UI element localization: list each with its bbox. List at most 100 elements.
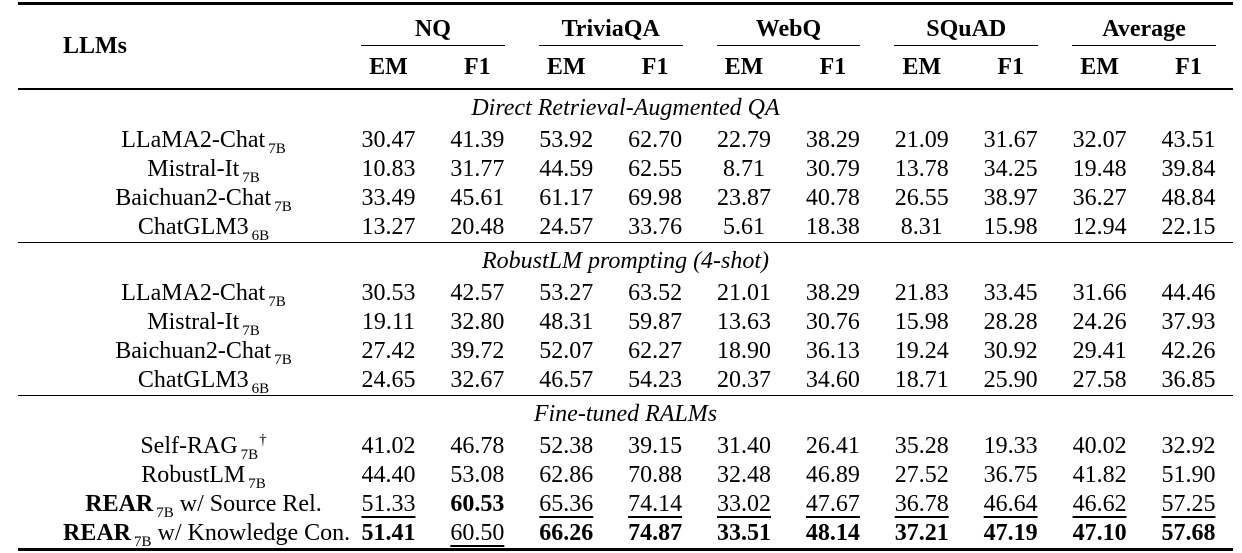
metric-value: 44.40	[361, 461, 416, 488]
model-name: ChatGLM3	[137, 366, 249, 393]
metric-value: 60.53	[450, 490, 505, 517]
metric-value-cell: 39.72	[433, 337, 522, 366]
metric-value-cell: 15.98	[877, 308, 966, 337]
metric-value: 39.15	[628, 432, 683, 459]
model-name: LLaMA2-Chat	[121, 279, 266, 306]
metric-value: 36.13	[805, 337, 860, 364]
model-name-cell: ChatGLM3 6B	[18, 213, 344, 243]
metric-value: 30.53	[361, 279, 416, 306]
model-name: ChatGLM3	[137, 213, 249, 240]
metric-value-cell: 38.29	[788, 126, 877, 155]
metric-value-cell: 32.07	[1055, 126, 1144, 155]
model-name: REAR	[85, 490, 154, 517]
model-name: REAR	[63, 519, 132, 546]
metric-value-cell: 41.02	[344, 432, 433, 461]
metric-value: 32.48	[717, 461, 771, 488]
metric-value-cell: 30.53	[344, 279, 433, 308]
metric-value: 69.98	[628, 184, 683, 211]
metric-value-cell: 60.50	[433, 519, 522, 550]
model-name-cell: ChatGLM3 6B	[18, 366, 344, 396]
table-row: Baichuan2-Chat 7B 33.49 45.61 61.17 69.98 23.8…	[18, 184, 1233, 214]
metric-value: 46.64	[983, 490, 1038, 517]
metric-value: 23.87	[717, 184, 771, 211]
metric-value: 65.36	[539, 490, 594, 517]
metric-value-cell: 45.61	[433, 184, 522, 213]
metric-value: 33.02	[717, 490, 771, 517]
metric-value-cell: 20.48	[433, 213, 522, 243]
metric-value-cell: 19.11	[344, 308, 433, 337]
metric-value-cell: 44.46	[1144, 279, 1233, 308]
metric-value: 39.72	[450, 337, 505, 364]
model-size-subscript: 7B	[242, 322, 260, 339]
metric-value: 13.63	[717, 308, 771, 335]
table-section: Fine-tuned RALMs Self-RAG 7B† 41.02 46.78 52.…	[18, 395, 1233, 550]
metric-value-cell: 52.07	[522, 337, 611, 366]
metric-value: 26.41	[805, 432, 860, 459]
metric-value: 15.98	[983, 213, 1038, 240]
metric-value: 27.58	[1072, 366, 1127, 393]
metric-value-cell: 8.71	[700, 155, 789, 184]
metric-value: 28.28	[983, 308, 1038, 335]
metric-value: 63.52	[628, 279, 683, 306]
metric-value-cell: 22.79	[700, 126, 789, 155]
metric-value-cell: 36.78	[877, 490, 966, 519]
metric-value: 30.47	[361, 126, 416, 153]
metric-value: 40.78	[805, 184, 860, 211]
metric-value-cell: 21.83	[877, 279, 966, 308]
metric-value: 34.25	[983, 155, 1038, 182]
metric-value-cell: 48.31	[522, 308, 611, 337]
metric-value-cell: 74.87	[611, 519, 700, 550]
metric-value-cell: 33.49	[344, 184, 433, 213]
metric-value-cell: 51.33	[344, 490, 433, 519]
metric-value-cell: 39.15	[611, 432, 700, 461]
table-row: REAR 7B w/ Knowledge Con. 51.41 60.50 66.26 74…	[18, 519, 1233, 550]
metric-value: 46.78	[450, 432, 505, 459]
metric-value-cell: 32.67	[433, 366, 522, 396]
section-title-cell: RobustLM prompting (4-shot)	[18, 242, 1233, 279]
column-group-label: NQ	[361, 16, 505, 46]
metric-value: 62.55	[628, 155, 683, 182]
metric-value-cell: 13.78	[877, 155, 966, 184]
metric-value-cell: 48.14	[788, 519, 877, 550]
column-group-label: SQuAD	[894, 16, 1039, 46]
metric-value-cell: 18.71	[877, 366, 966, 396]
metric-value: 36.75	[983, 461, 1038, 488]
metric-value-cell: 24.26	[1055, 308, 1144, 337]
metric-value: 33.51	[717, 519, 771, 546]
metric-value-cell: 30.79	[788, 155, 877, 184]
metric-value: 33.76	[628, 213, 683, 240]
metric-value: 31.77	[450, 155, 505, 182]
metric-value-cell: 10.83	[344, 155, 433, 184]
metric-value: 33.45	[983, 279, 1038, 306]
section-title-row: Direct Retrieval-Augmented QA	[18, 89, 1233, 126]
metric-value: 18.71	[894, 366, 949, 393]
metric-value: 32.67	[450, 366, 505, 393]
metric-value-cell: 30.92	[966, 337, 1055, 366]
metric-value: 37.93	[1161, 308, 1216, 335]
column-group-webq: WebQ	[700, 4, 878, 46]
metric-value-cell: 15.98	[966, 213, 1055, 243]
metric-value: 41.02	[361, 432, 416, 459]
metric-value-cell: 34.60	[788, 366, 877, 396]
table-row: ChatGLM3 6B 24.65 32.67 46.57 54.23 20.37 34.60…	[18, 366, 1233, 396]
metric-value-cell: 54.23	[611, 366, 700, 396]
metric-value-cell: 47.67	[788, 490, 877, 519]
model-size-subscript: 6B	[251, 380, 270, 397]
metric-value: 12.94	[1072, 213, 1127, 240]
section-title-row: Fine-tuned RALMs	[18, 395, 1233, 432]
column-group-nq: NQ	[344, 4, 522, 46]
model-name: Mistral-It	[147, 155, 240, 182]
metric-value-cell: 36.85	[1144, 366, 1233, 396]
metric-value: 8.71	[723, 155, 765, 182]
metric-value-cell: 34.25	[966, 155, 1055, 184]
metric-value-cell: 62.27	[611, 337, 700, 366]
metric-value: 8.31	[900, 213, 943, 240]
metric-value: 35.28	[894, 432, 949, 459]
metric-value-cell: 66.26	[522, 519, 611, 550]
model-variant-label: w/ Source Rel.	[179, 490, 322, 517]
metric-value-cell: 53.08	[433, 461, 522, 490]
metric-value-cell: 8.31	[877, 213, 966, 243]
metric-value-cell: 19.33	[966, 432, 1055, 461]
metric-value: 24.57	[539, 213, 594, 240]
metric-value-cell: 18.90	[700, 337, 789, 366]
